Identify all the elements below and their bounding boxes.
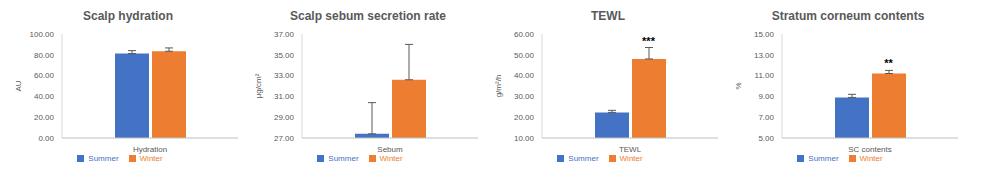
svg-text:13.00: 13.00 <box>754 51 775 60</box>
html-text:Scalp hydration: Scalp hydration <box>83 9 173 23</box>
html-text:Scalp sebum secretion rate: Scalp sebum secretion rate <box>290 9 446 23</box>
svg-text:5.00: 5.00 <box>758 134 774 143</box>
html-text:Winter: Winter <box>379 154 403 163</box>
svg-text:9.00: 9.00 <box>758 92 774 101</box>
svg-text:Sebum: Sebum <box>377 145 403 154</box>
svg-text:g/m²/h: g/m²/h <box>494 75 503 98</box>
html-text:Summer: Summer <box>808 154 839 163</box>
svg-text:20.00: 20.00 <box>34 113 55 122</box>
svg-text:31.00: 31.00 <box>274 92 295 101</box>
svg-text:11.00: 11.00 <box>755 71 775 80</box>
svg-text:60.00: 60.00 <box>34 71 55 80</box>
svg-text:29.00: 29.00 <box>274 113 295 122</box>
svg-text:33.00: 33.00 <box>274 71 295 80</box>
svg-text:30.00: 30.00 <box>514 92 535 101</box>
svg-text:TEWL: TEWL <box>619 145 642 154</box>
html-text:Summer: Summer <box>328 154 359 163</box>
svg-text:60.00: 60.00 <box>514 30 535 39</box>
html-text:Winter: Winter <box>139 154 163 163</box>
svg-text:SC contents: SC contents <box>848 145 892 154</box>
svg-text:40.00: 40.00 <box>514 71 535 80</box>
html-text:Winter: Winter <box>619 154 643 163</box>
svg-text:35.00: 35.00 <box>274 51 295 60</box>
svg-text:50.00: 50.00 <box>514 51 535 60</box>
svg-text:***: *** <box>642 35 656 47</box>
svg-text:AU: AU <box>14 80 23 91</box>
svg-text:40.00: 40.00 <box>34 92 55 101</box>
svg-text:7.00: 7.00 <box>758 113 774 122</box>
svg-text:10.00: 10.00 <box>514 134 535 143</box>
html-text:Summer: Summer <box>568 154 599 163</box>
svg-text:Hydration: Hydration <box>133 145 167 154</box>
svg-text:100.00: 100.00 <box>30 30 55 39</box>
html-text:Summer: Summer <box>88 154 119 163</box>
svg-text:%: % <box>734 82 743 89</box>
html-text:Winter: Winter <box>859 154 883 163</box>
svg-text:27.00: 27.00 <box>274 134 295 143</box>
html-text:Stratum corneum contents: Stratum corneum contents <box>771 9 925 23</box>
html-text:TEWL: TEWL <box>591 9 625 23</box>
svg-text:80.00: 80.00 <box>34 51 55 60</box>
svg-text:37.00: 37.00 <box>274 30 295 39</box>
svg-text:0.00: 0.00 <box>38 134 54 143</box>
svg-text:15.00: 15.00 <box>754 30 775 39</box>
svg-text:**: ** <box>884 57 893 69</box>
svg-text:20.00: 20.00 <box>514 113 535 122</box>
svg-text:μg/cm²: μg/cm² <box>254 73 263 98</box>
